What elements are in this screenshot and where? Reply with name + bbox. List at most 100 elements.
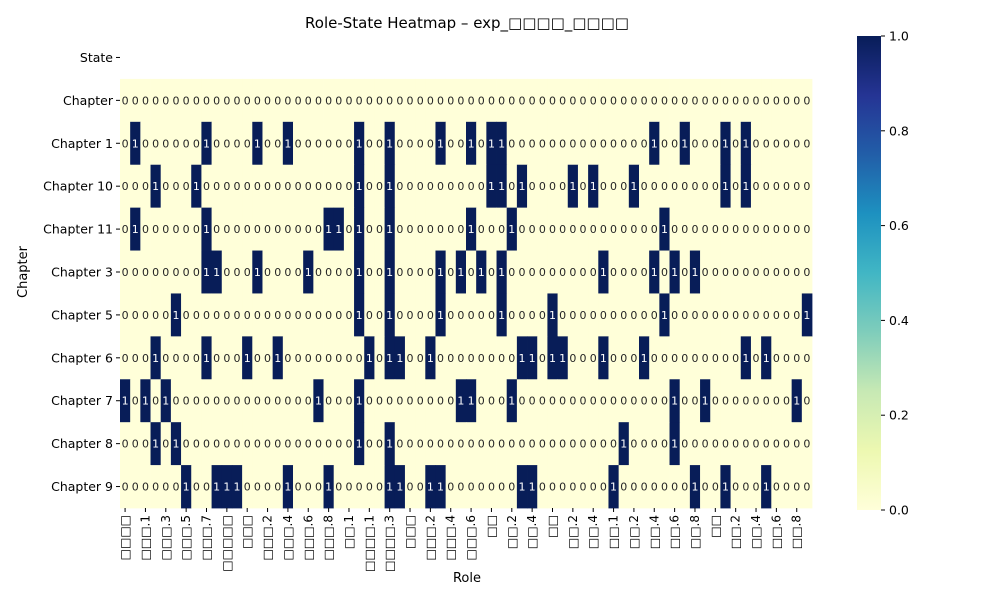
heatmap-cell xyxy=(557,121,569,166)
heatmap-cell xyxy=(211,293,223,337)
heatmap-cell xyxy=(231,164,243,209)
heatmap-cell xyxy=(771,379,782,423)
heatmap-cell xyxy=(750,250,762,294)
heatmap-cell xyxy=(242,336,253,380)
cell-annotation: 0 xyxy=(600,137,607,150)
cell-annotation: 0 xyxy=(620,94,627,107)
heatmap-cell xyxy=(639,336,650,380)
heatmap-cell xyxy=(282,422,294,466)
heatmap-cell xyxy=(211,250,223,294)
cell-annotation: 0 xyxy=(518,309,525,322)
heatmap-cell xyxy=(140,164,151,209)
heatmap-cell xyxy=(557,422,569,466)
cell-annotation: 0 xyxy=(427,94,434,107)
heatmap-cell xyxy=(415,121,426,166)
heatmap-cell xyxy=(710,164,721,209)
cell-annotation: 0 xyxy=(274,395,281,408)
cell-annotation: 0 xyxy=(193,266,200,279)
cell-annotation: 0 xyxy=(488,266,495,279)
x-tick-label: □□□.1 xyxy=(138,515,152,560)
cell-annotation: 1 xyxy=(162,395,169,408)
heatmap-cell xyxy=(730,293,742,337)
cell-annotation: 0 xyxy=(610,223,617,236)
heatmap-cell xyxy=(588,78,599,123)
colorbar-tick-label: 0.4 xyxy=(889,313,909,328)
heatmap-cell xyxy=(343,293,355,337)
heatmap-cell xyxy=(720,78,731,123)
cell-annotation: 1 xyxy=(437,137,444,150)
cell-annotation: 0 xyxy=(376,481,383,494)
cell-annotation: 0 xyxy=(681,94,688,107)
heatmap-cell xyxy=(506,121,518,166)
cell-annotation: 0 xyxy=(651,94,658,107)
heatmap-cell xyxy=(649,465,660,509)
heatmap-cell xyxy=(466,164,477,209)
heatmap-cell xyxy=(506,379,518,423)
cell-annotation: 0 xyxy=(132,94,139,107)
heatmap-cell xyxy=(740,207,752,251)
cell-annotation: 0 xyxy=(172,352,179,365)
y-tick-label: Chapter 10 xyxy=(43,179,113,194)
cell-annotation: 0 xyxy=(539,223,546,236)
y-axis-label: Chapter xyxy=(16,245,31,298)
cell-annotation: 0 xyxy=(315,223,322,236)
heatmap-cell xyxy=(750,121,762,166)
cell-annotation: 0 xyxy=(529,137,536,150)
y-tick-label: Chapter 7 xyxy=(51,393,113,408)
heatmap-cell xyxy=(750,207,762,251)
heatmap-cell xyxy=(608,465,620,509)
heatmap-cell xyxy=(445,250,457,294)
cell-annotation: 0 xyxy=(773,266,780,279)
heatmap-cell xyxy=(303,164,314,209)
heatmap-cell xyxy=(700,78,711,123)
heatmap-cell xyxy=(160,78,172,123)
cell-annotation: 0 xyxy=(345,223,352,236)
heatmap-cell xyxy=(191,336,202,380)
heatmap-cell xyxy=(130,379,141,423)
cell-annotation: 0 xyxy=(600,481,607,494)
cell-annotation: 0 xyxy=(366,180,373,193)
heatmap-cell xyxy=(120,422,131,466)
cell-annotation: 0 xyxy=(396,223,403,236)
cell-annotation: 0 xyxy=(305,438,312,451)
cell-annotation: 1 xyxy=(437,481,444,494)
heatmap-cell xyxy=(211,379,223,423)
heatmap-cell xyxy=(252,379,263,423)
heatmap-cell xyxy=(577,250,589,294)
cell-annotation: 0 xyxy=(142,438,149,451)
heatmap-cell xyxy=(486,379,497,423)
heatmap-cell xyxy=(496,422,508,466)
heatmap-cell xyxy=(496,164,508,209)
heatmap-cell xyxy=(313,250,324,294)
heatmap-cell xyxy=(445,78,457,123)
heatmap-cell xyxy=(252,465,263,509)
heatmap-cell xyxy=(761,121,772,166)
heatmap-cell xyxy=(354,78,365,123)
cell-annotation: 0 xyxy=(712,223,719,236)
heatmap-cell xyxy=(455,78,467,123)
cell-annotation: 0 xyxy=(712,438,719,451)
heatmap-cell xyxy=(323,379,335,423)
heatmap-cell xyxy=(201,422,212,466)
cell-annotation: 0 xyxy=(580,266,587,279)
cell-annotation: 1 xyxy=(142,395,149,408)
heatmap-cell xyxy=(720,336,731,380)
heatmap-cell xyxy=(486,207,497,251)
heatmap-cell xyxy=(181,379,192,423)
cell-annotation: 0 xyxy=(254,94,261,107)
heatmap-cell xyxy=(201,207,212,251)
heatmap-cell xyxy=(547,422,558,466)
cell-annotation: 0 xyxy=(447,180,454,193)
cell-annotation: 1 xyxy=(457,266,464,279)
heatmap-cell xyxy=(425,78,436,123)
cell-annotation: 1 xyxy=(315,395,322,408)
y-tick-label: Chapter 1 xyxy=(51,136,113,151)
cell-annotation: 0 xyxy=(539,266,546,279)
heatmap-cell xyxy=(333,207,345,251)
x-tick-label: □□.8 xyxy=(688,515,702,549)
heatmap-cell xyxy=(160,465,172,509)
heatmap-cell xyxy=(476,293,487,337)
cell-annotation: 0 xyxy=(742,223,749,236)
cell-annotation: 0 xyxy=(203,438,210,451)
cell-annotation: 0 xyxy=(264,309,271,322)
